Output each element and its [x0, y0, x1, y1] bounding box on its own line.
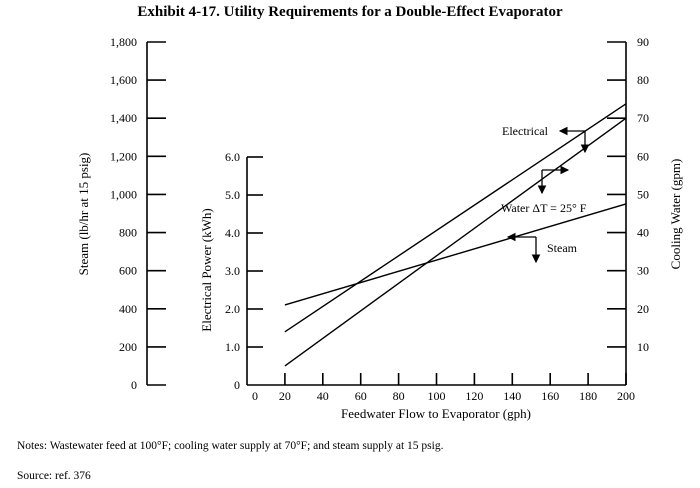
x-tick-label: 160 — [541, 389, 559, 403]
cooling-axis-arrow-head — [560, 165, 570, 175]
electrical-tick-label: 5.0 — [225, 188, 240, 202]
cooling-tick-label: 50 — [637, 187, 649, 201]
series-layer: Electrical Water ΔT = 25° F Steam — [284, 103, 627, 367]
annotation-layer — [506, 126, 590, 264]
electrical-axis-title: Electrical Power (kWh) — [199, 208, 214, 331]
cooling-tick-label: 20 — [637, 302, 649, 316]
x-tick-label: 0 — [252, 389, 258, 403]
series-line-cooling — [284, 117, 627, 367]
electrical-axis: 0 1.0 2.0 3.0 4.0 5.0 6.0 Electrical Power (kWh… — [199, 150, 263, 392]
electrical-tick-label: 4.0 — [225, 226, 240, 240]
cooling-down-arrow-head — [537, 185, 547, 195]
notes-text: Notes: Wastewater feed at 100°F; cooling… — [17, 440, 444, 452]
x-tick-label: 140 — [503, 389, 521, 403]
cooling-tick-label: 70 — [637, 111, 649, 125]
steam-tick-label: 1,400 — [110, 111, 137, 125]
cooling-tick-label: 10 — [637, 340, 649, 354]
series-label-electrical: Electrical — [502, 124, 549, 138]
electrical-tick-label: 0 — [234, 378, 240, 392]
series-label-steam: Steam — [547, 241, 578, 255]
cooling-tick-label: 40 — [637, 226, 649, 240]
steam-down-arrow-head — [531, 254, 541, 264]
steam-axis: 0 200 400 600 800 1,000 1,200 1,400 1,600 1,800 St… — [76, 35, 166, 392]
chart-title: Exhibit 4-17. Utility Requirements for a… — [137, 4, 563, 20]
x-tick-label: 40 — [317, 389, 329, 403]
electrical-tick-label: 1.0 — [225, 340, 240, 354]
steam-tick-label: 1,000 — [110, 187, 137, 201]
cooling-tick-label: 80 — [637, 73, 649, 87]
x-axis-title: Feedwater Flow to Evaporator (gph) — [341, 406, 531, 421]
series-label-cooling: Water ΔT = 25° F — [501, 201, 587, 215]
x-tick-label: 180 — [579, 389, 597, 403]
steam-axis-arrow-head — [506, 232, 516, 242]
cooling-tick-label: 90 — [637, 35, 649, 49]
steam-tick-label: 1,200 — [110, 149, 137, 163]
x-axis: 0 20 40 60 80 100 120 140 160 180 200 Feedwater Flo… — [247, 373, 635, 421]
x-tick-label: 80 — [393, 389, 405, 403]
steam-tick-label: 1,600 — [110, 73, 137, 87]
series-line-steam — [284, 203, 627, 306]
cooling-tick-label: 60 — [637, 149, 649, 163]
cooling-axis-title: Cooling Water (gpm) — [668, 159, 683, 270]
electrical-tick-label: 3.0 — [225, 264, 240, 278]
electrical-axis-arrow-head — [558, 126, 568, 136]
electrical-tick-label: 6.0 — [225, 150, 240, 164]
steam-tick-label: 400 — [119, 302, 137, 316]
x-tick-label: 200 — [617, 389, 635, 403]
steam-tick-label: 0 — [131, 378, 137, 392]
steam-tick-label: 1,800 — [110, 35, 137, 49]
steam-tick-label: 800 — [119, 226, 137, 240]
source-text: Source: ref. 376 — [17, 470, 91, 482]
electrical-down-arrow-head — [580, 144, 590, 154]
steam-tick-label: 600 — [119, 264, 137, 278]
x-tick-label: 60 — [355, 389, 367, 403]
steam-axis-title: Steam (lb/hr at 15 psig) — [76, 153, 91, 276]
x-tick-label: 120 — [465, 389, 483, 403]
x-tick-label: 100 — [428, 389, 446, 403]
cooling-water-axis: 10 20 30 40 50 60 70 80 90 Cooling Water (gpm) — [607, 35, 683, 385]
electrical-tick-label: 2.0 — [225, 302, 240, 316]
cooling-tick-label: 30 — [637, 264, 649, 278]
x-tick-label: 20 — [279, 389, 291, 403]
steam-tick-label: 200 — [119, 340, 137, 354]
series-line-electrical — [284, 103, 627, 333]
